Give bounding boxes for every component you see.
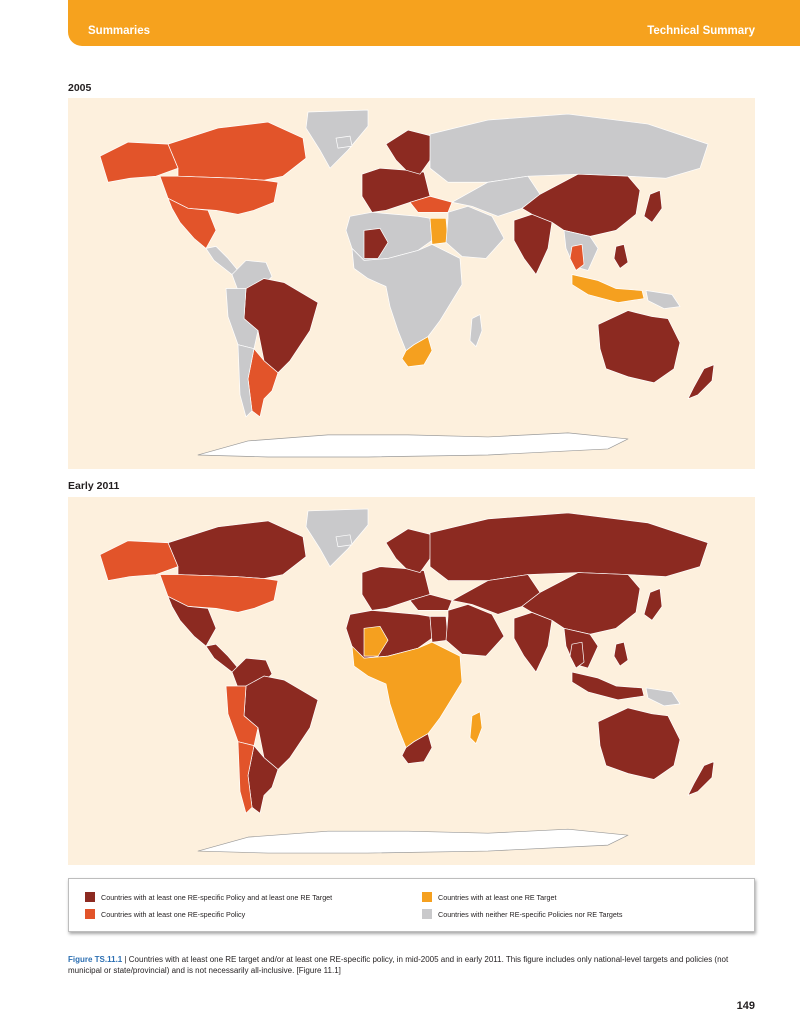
- region-russia: [429, 113, 709, 183]
- region-scandinavia: [385, 528, 433, 573]
- region-russia: [429, 512, 709, 581]
- region-japan: [643, 189, 663, 223]
- region-madagascar: [469, 314, 483, 348]
- region-indonesia: [571, 671, 645, 701]
- region-iceland: [335, 135, 353, 149]
- legend-label-policy-and-target: Countries with at least one RE-specific …: [101, 893, 333, 902]
- region-central-america: [205, 246, 239, 275]
- figure-caption: Figure TS.11.1 | Countries with at least…: [68, 954, 758, 976]
- region-sub-saharan-africa: [351, 641, 463, 748]
- region-new-guinea: [645, 687, 681, 707]
- region-central-america: [205, 643, 239, 673]
- region-new-guinea: [645, 290, 681, 309]
- region-china: [521, 572, 641, 635]
- header-chapter-title: Technical Summary: [647, 25, 755, 37]
- region-antarctica: [197, 828, 629, 854]
- region-scandinavia: [385, 129, 433, 175]
- region-turkey: [409, 594, 453, 611]
- page-number: 149: [736, 1000, 755, 1012]
- map-label-2005: 2005: [68, 82, 92, 94]
- region-turkey: [409, 195, 453, 213]
- region-chile: [237, 741, 255, 814]
- legend-swatch-neither: [422, 909, 432, 919]
- region-canada: [167, 121, 307, 181]
- region-indonesia: [571, 274, 645, 303]
- region-philippines: [613, 244, 629, 269]
- region-peru-bolivia: [225, 685, 259, 746]
- region-antarctica: [197, 432, 629, 458]
- region-india: [513, 612, 553, 673]
- region-egypt: [429, 616, 449, 643]
- region-australia: [597, 310, 681, 384]
- map-legend: Countries with at least one RE-specific …: [68, 878, 755, 932]
- region-madagascar: [469, 711, 483, 745]
- region-india: [513, 213, 553, 275]
- region-sub-saharan-africa: [351, 244, 463, 352]
- region-alaska: [99, 141, 179, 183]
- legend-swatch-target-only: [422, 892, 432, 902]
- region-iceland: [335, 534, 353, 548]
- world-map-svg: [99, 109, 715, 458]
- figure-caption-label: Figure TS.11.1: [68, 955, 123, 964]
- map-label-2011: Early 2011: [68, 480, 120, 492]
- region-japan: [643, 588, 663, 621]
- world-map-svg: [99, 508, 715, 854]
- region-mali: [363, 625, 389, 657]
- map-panel-2011: [68, 497, 755, 865]
- figure-caption-text: | Countries with at least one RE target …: [68, 955, 729, 975]
- region-chile: [237, 344, 255, 418]
- region-south-africa: [401, 733, 433, 764]
- region-south-africa: [401, 336, 433, 368]
- region-middle-east: [445, 205, 505, 259]
- legend-label-target-only: Countries with at least one RE Target: [438, 893, 557, 902]
- legend-swatch-policy-and-target: [85, 892, 95, 902]
- legend-label-neither: Countries with neither RE-specific Polic…: [438, 910, 623, 919]
- region-china: [521, 173, 641, 237]
- region-peru-bolivia: [225, 288, 259, 350]
- map-panel-2005: [68, 98, 755, 469]
- region-new-zealand: [687, 761, 715, 796]
- region-canada: [167, 520, 307, 579]
- region-thailand: [569, 244, 585, 271]
- header-bar: Summaries Technical Summary: [68, 0, 800, 46]
- region-middle-east: [445, 604, 505, 657]
- legend-label-policy-only: Countries with at least one RE-specific …: [101, 910, 246, 919]
- region-thailand: [569, 641, 585, 669]
- header-section-title: Summaries: [88, 25, 151, 37]
- region-new-zealand: [687, 364, 715, 400]
- region-philippines: [613, 641, 629, 667]
- region-alaska: [99, 540, 179, 581]
- region-mali: [363, 228, 389, 259]
- region-australia: [597, 707, 681, 780]
- region-egypt: [429, 217, 449, 245]
- legend-swatch-policy-only: [85, 909, 95, 919]
